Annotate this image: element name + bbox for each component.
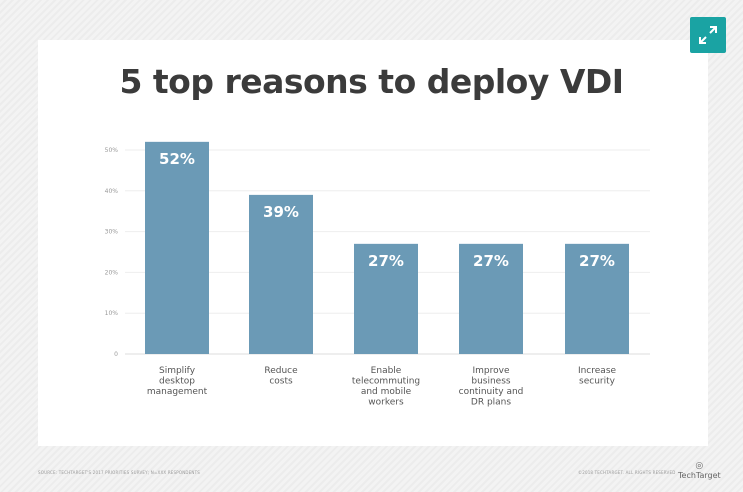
x-category-label: DR plans — [471, 398, 511, 408]
copyright-note: ©2018 TECHTARGET. ALL RIGHTS RESERVED — [578, 470, 676, 475]
bar-value-label: 27% — [579, 252, 615, 270]
y-tick-label: 0 — [114, 351, 118, 358]
x-category-label: security — [579, 377, 616, 387]
x-category-label: Reduce — [264, 366, 298, 376]
bar — [354, 243, 418, 354]
x-category-label: telecommuting — [352, 377, 420, 387]
logo-text: TechTarget — [678, 471, 721, 480]
bar — [145, 141, 209, 354]
expand-button[interactable] — [690, 17, 726, 53]
bar — [249, 194, 313, 354]
y-tick-label: 10% — [105, 310, 119, 317]
source-note: SOURCE: TECHTARGET'S 2017 PRIORITIES SUR… — [38, 470, 200, 475]
bar-value-label: 27% — [473, 252, 509, 270]
y-tick-label: 20% — [105, 269, 119, 276]
x-category-label: Simplify — [159, 366, 196, 376]
x-category-label: costs — [269, 377, 293, 387]
bar-value-label: 39% — [263, 203, 299, 221]
x-category-label: workers — [368, 398, 404, 408]
x-category-label: Improve — [472, 366, 509, 376]
bar — [459, 243, 523, 354]
bar-value-label: 27% — [368, 252, 404, 270]
bar-value-label: 52% — [159, 150, 195, 168]
y-tick-label: 40% — [105, 188, 119, 195]
x-category-label: desktop — [159, 377, 195, 387]
expand-icon — [699, 26, 717, 44]
bar — [565, 243, 629, 354]
x-category-label: management — [147, 387, 208, 397]
y-tick-label: 30% — [105, 229, 119, 236]
x-category-label: business — [471, 377, 511, 387]
x-category-label: continuity and — [459, 387, 524, 397]
y-tick-label: 50% — [105, 147, 119, 154]
x-category-label: Enable — [371, 366, 402, 376]
x-category-label: and mobile — [361, 387, 412, 397]
x-category-label: Increase — [578, 366, 617, 376]
chart-title: 5 top reasons to deploy VDI — [119, 62, 624, 101]
techtarget-logo: ◎ TechTarget — [678, 461, 721, 480]
